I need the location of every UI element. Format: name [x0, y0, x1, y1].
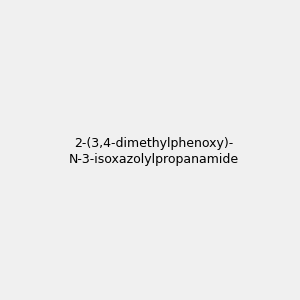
Text: 2-(3,4-dimethylphenoxy)-
N-3-isoxazolylpropanamide: 2-(3,4-dimethylphenoxy)- N-3-isoxazolylp…	[69, 137, 239, 166]
